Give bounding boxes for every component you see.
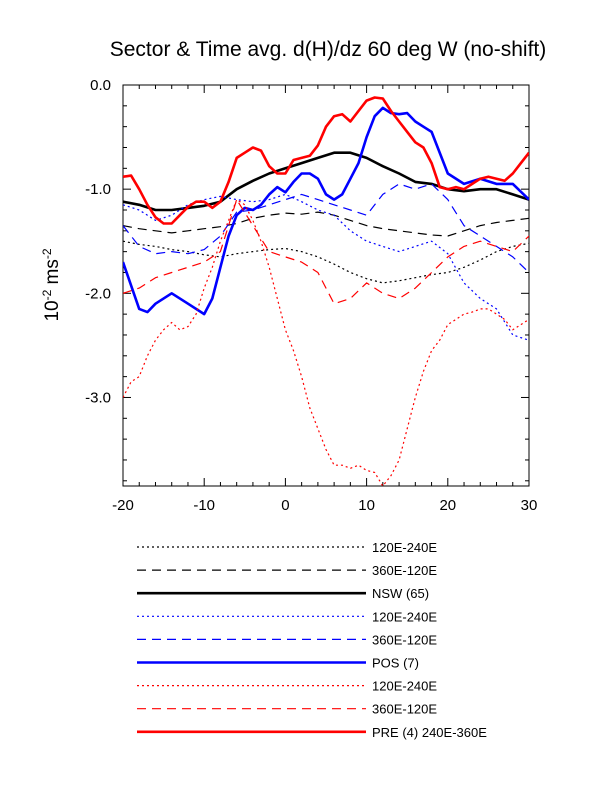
y-tick-label: -3.0 (85, 389, 111, 406)
plot-frame (122, 84, 530, 487)
series-line-1 (123, 211, 529, 237)
series-line-8 (123, 96, 529, 225)
legend-label-2: NSW (65) (372, 586, 429, 601)
y-tick-label: -2.0 (85, 285, 111, 302)
x-tick-label: -10 (193, 497, 215, 514)
x-tick-label: -20 (112, 497, 134, 514)
legend-label-7: 360E-120E (372, 702, 437, 717)
x-tick-label: 10 (358, 497, 375, 514)
chart-title: Sector & Time avg. d(H)/dz 60 deg W (no-… (110, 38, 547, 61)
series-line-5 (123, 106, 529, 316)
x-tick-label: 30 (521, 497, 538, 514)
legend-label-0: 120E-240E (372, 540, 437, 555)
legend-label-8: PRE (4) 240E-360E (372, 725, 487, 740)
x-tick-label: 0 (281, 497, 289, 514)
legend-label-6: 120E-240E (372, 679, 437, 694)
y-axis: 0.0 -1.0 -2.0 -3.0 (85, 77, 529, 482)
series-line-7 (123, 199, 529, 305)
y-tick-label: 0.0 (90, 77, 111, 94)
x-axis: -20 -10 0 10 20 30 (112, 85, 537, 514)
svg-text:10-2 ms-2: 10-2 ms-2 (40, 248, 63, 321)
legend-label-4: 360E-120E (372, 632, 437, 647)
legend-label-3: 120E-240E (372, 609, 437, 624)
y-tick-label: -1.0 (85, 181, 111, 198)
legend: 120E-240E 360E-120E NSW (65) 120E-240E 360E-… (137, 540, 487, 740)
series-line-3 (123, 193, 529, 341)
y-axis-label: 10-2 ms-2 (40, 248, 63, 321)
series-line-2 (123, 151, 529, 212)
series-lines (123, 96, 529, 486)
legend-label-1: 360E-120E (372, 563, 437, 578)
x-tick-label: 20 (439, 497, 456, 514)
series-line-0 (123, 240, 529, 284)
legend-label-5: POS (7) (372, 656, 419, 671)
series-line-4 (123, 183, 529, 273)
series-line-6 (123, 199, 529, 486)
